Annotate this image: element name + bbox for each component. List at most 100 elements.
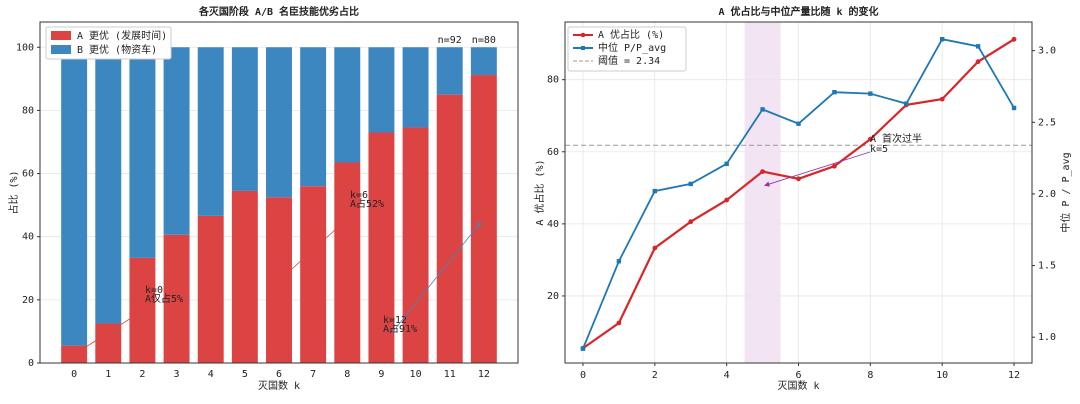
bar-segment [163, 234, 190, 363]
point [688, 219, 694, 225]
bar-segment [231, 47, 258, 191]
x-tick-label: 9 [378, 369, 384, 380]
x-tick-label: 2 [139, 369, 145, 380]
bar-segment [470, 75, 497, 364]
point [868, 91, 873, 96]
x-tick-label: 4 [208, 369, 214, 380]
count-label: n=80 [472, 35, 496, 46]
bar-segment [436, 47, 463, 95]
point [832, 90, 837, 95]
annotation-text: A占91% [383, 322, 417, 335]
x-tick-label: 0 [71, 369, 77, 380]
bar-segment [266, 47, 292, 198]
y2-tick-label: 2.0 [1038, 189, 1056, 200]
chart-title: A 优占比与中位产量比随 k 的变化 [718, 5, 878, 18]
y-tick-label: 40 [547, 219, 559, 230]
annotation-text: k=12 [383, 315, 407, 326]
x-tick-label: 2 [652, 370, 658, 381]
x-tick-label: 4 [724, 370, 730, 381]
point [760, 107, 765, 112]
y-tick-label: 80 [22, 105, 34, 116]
bar-segment [163, 47, 190, 235]
x-tick-label: 5 [242, 369, 248, 380]
legend-label: B 更优 (物资车) [77, 43, 157, 56]
point [904, 101, 909, 106]
point [975, 59, 981, 65]
legend-label: 中位 P/P_avg [598, 41, 666, 54]
legend-swatch [51, 31, 71, 40]
x-tick-label: 8 [344, 369, 350, 380]
y-tick-label: 80 [547, 75, 559, 86]
x-tick-label: 11 [444, 369, 456, 380]
point [616, 259, 622, 264]
bar-segment [300, 47, 327, 187]
point [724, 161, 729, 167]
y-tick-label: 60 [22, 169, 34, 180]
annotation-arrow [764, 151, 871, 187]
x-axis-label: 灭国数 k [777, 379, 819, 392]
annotation-text: k=6 [350, 190, 368, 201]
y-tick-label: 60 [547, 147, 559, 158]
y2-axis-label: 中位 P / P_avg [1059, 152, 1072, 232]
point [939, 96, 945, 102]
bar-segment [368, 132, 395, 363]
point [1011, 105, 1017, 111]
point [724, 197, 730, 203]
count-label: n=92 [438, 35, 462, 46]
point [867, 136, 873, 142]
x-tick-label: 6 [276, 369, 282, 380]
annotation-arrow [390, 221, 482, 335]
x-axis-label: 灭国数 k [258, 379, 300, 392]
annotation-text: A占52% [350, 197, 384, 210]
legend-label: A 优占比 (%) [598, 28, 664, 41]
bar-segment [402, 127, 429, 364]
legend-box [567, 26, 687, 72]
legend-box [45, 26, 172, 60]
plot-frame [564, 21, 1033, 364]
highlight-span [744, 22, 781, 363]
bar-segment [402, 47, 429, 128]
point [652, 188, 658, 194]
bar-segment [436, 94, 463, 364]
legend-swatch [51, 45, 71, 54]
legend-label: 阈值 = 2.34 [598, 54, 660, 67]
x-tick-label: 10 [410, 369, 422, 380]
annotation-text: A仅占5% [145, 292, 183, 305]
bar-segment [61, 47, 88, 346]
y-axis-label: A 优占比 (%) [533, 159, 546, 225]
point [616, 320, 622, 326]
point [652, 245, 658, 251]
point [832, 163, 837, 169]
bar-segment [300, 186, 327, 363]
legend-label: A 更优 (发展时间) [77, 29, 167, 42]
point [796, 176, 801, 182]
bar-segment [95, 47, 122, 324]
y-tick-label: 20 [22, 295, 34, 306]
point [688, 181, 693, 187]
bar-segment [334, 162, 361, 363]
bar-segment [266, 197, 292, 363]
bar-segment [470, 47, 497, 76]
point [939, 36, 945, 42]
x-tick-label: 12 [1008, 370, 1020, 381]
annotation-arrow [77, 303, 154, 353]
point [580, 346, 586, 351]
y-tick-label: 100 [16, 42, 34, 53]
point [1011, 36, 1017, 42]
x-tick-label: 10 [936, 370, 948, 381]
y-tick-label: 20 [547, 291, 559, 302]
y2-tick-label: 2.5 [1038, 117, 1056, 128]
annotation-text: k=5 [870, 144, 888, 155]
y-tick-label: 0 [28, 358, 34, 369]
y2-tick-label: 1.5 [1038, 261, 1056, 272]
y-axis-label: 占比 (%) [7, 170, 20, 214]
point [796, 121, 801, 126]
bar-segment [129, 47, 156, 258]
chart-title: 各灭国阶段 A/B 名臣技能优劣占比 [198, 5, 359, 18]
x-tick-label: 3 [174, 369, 180, 380]
point [760, 169, 765, 174]
y-tick-label: 40 [22, 232, 34, 243]
x-tick-label: 6 [795, 370, 801, 381]
annotation-arrow [281, 208, 359, 279]
